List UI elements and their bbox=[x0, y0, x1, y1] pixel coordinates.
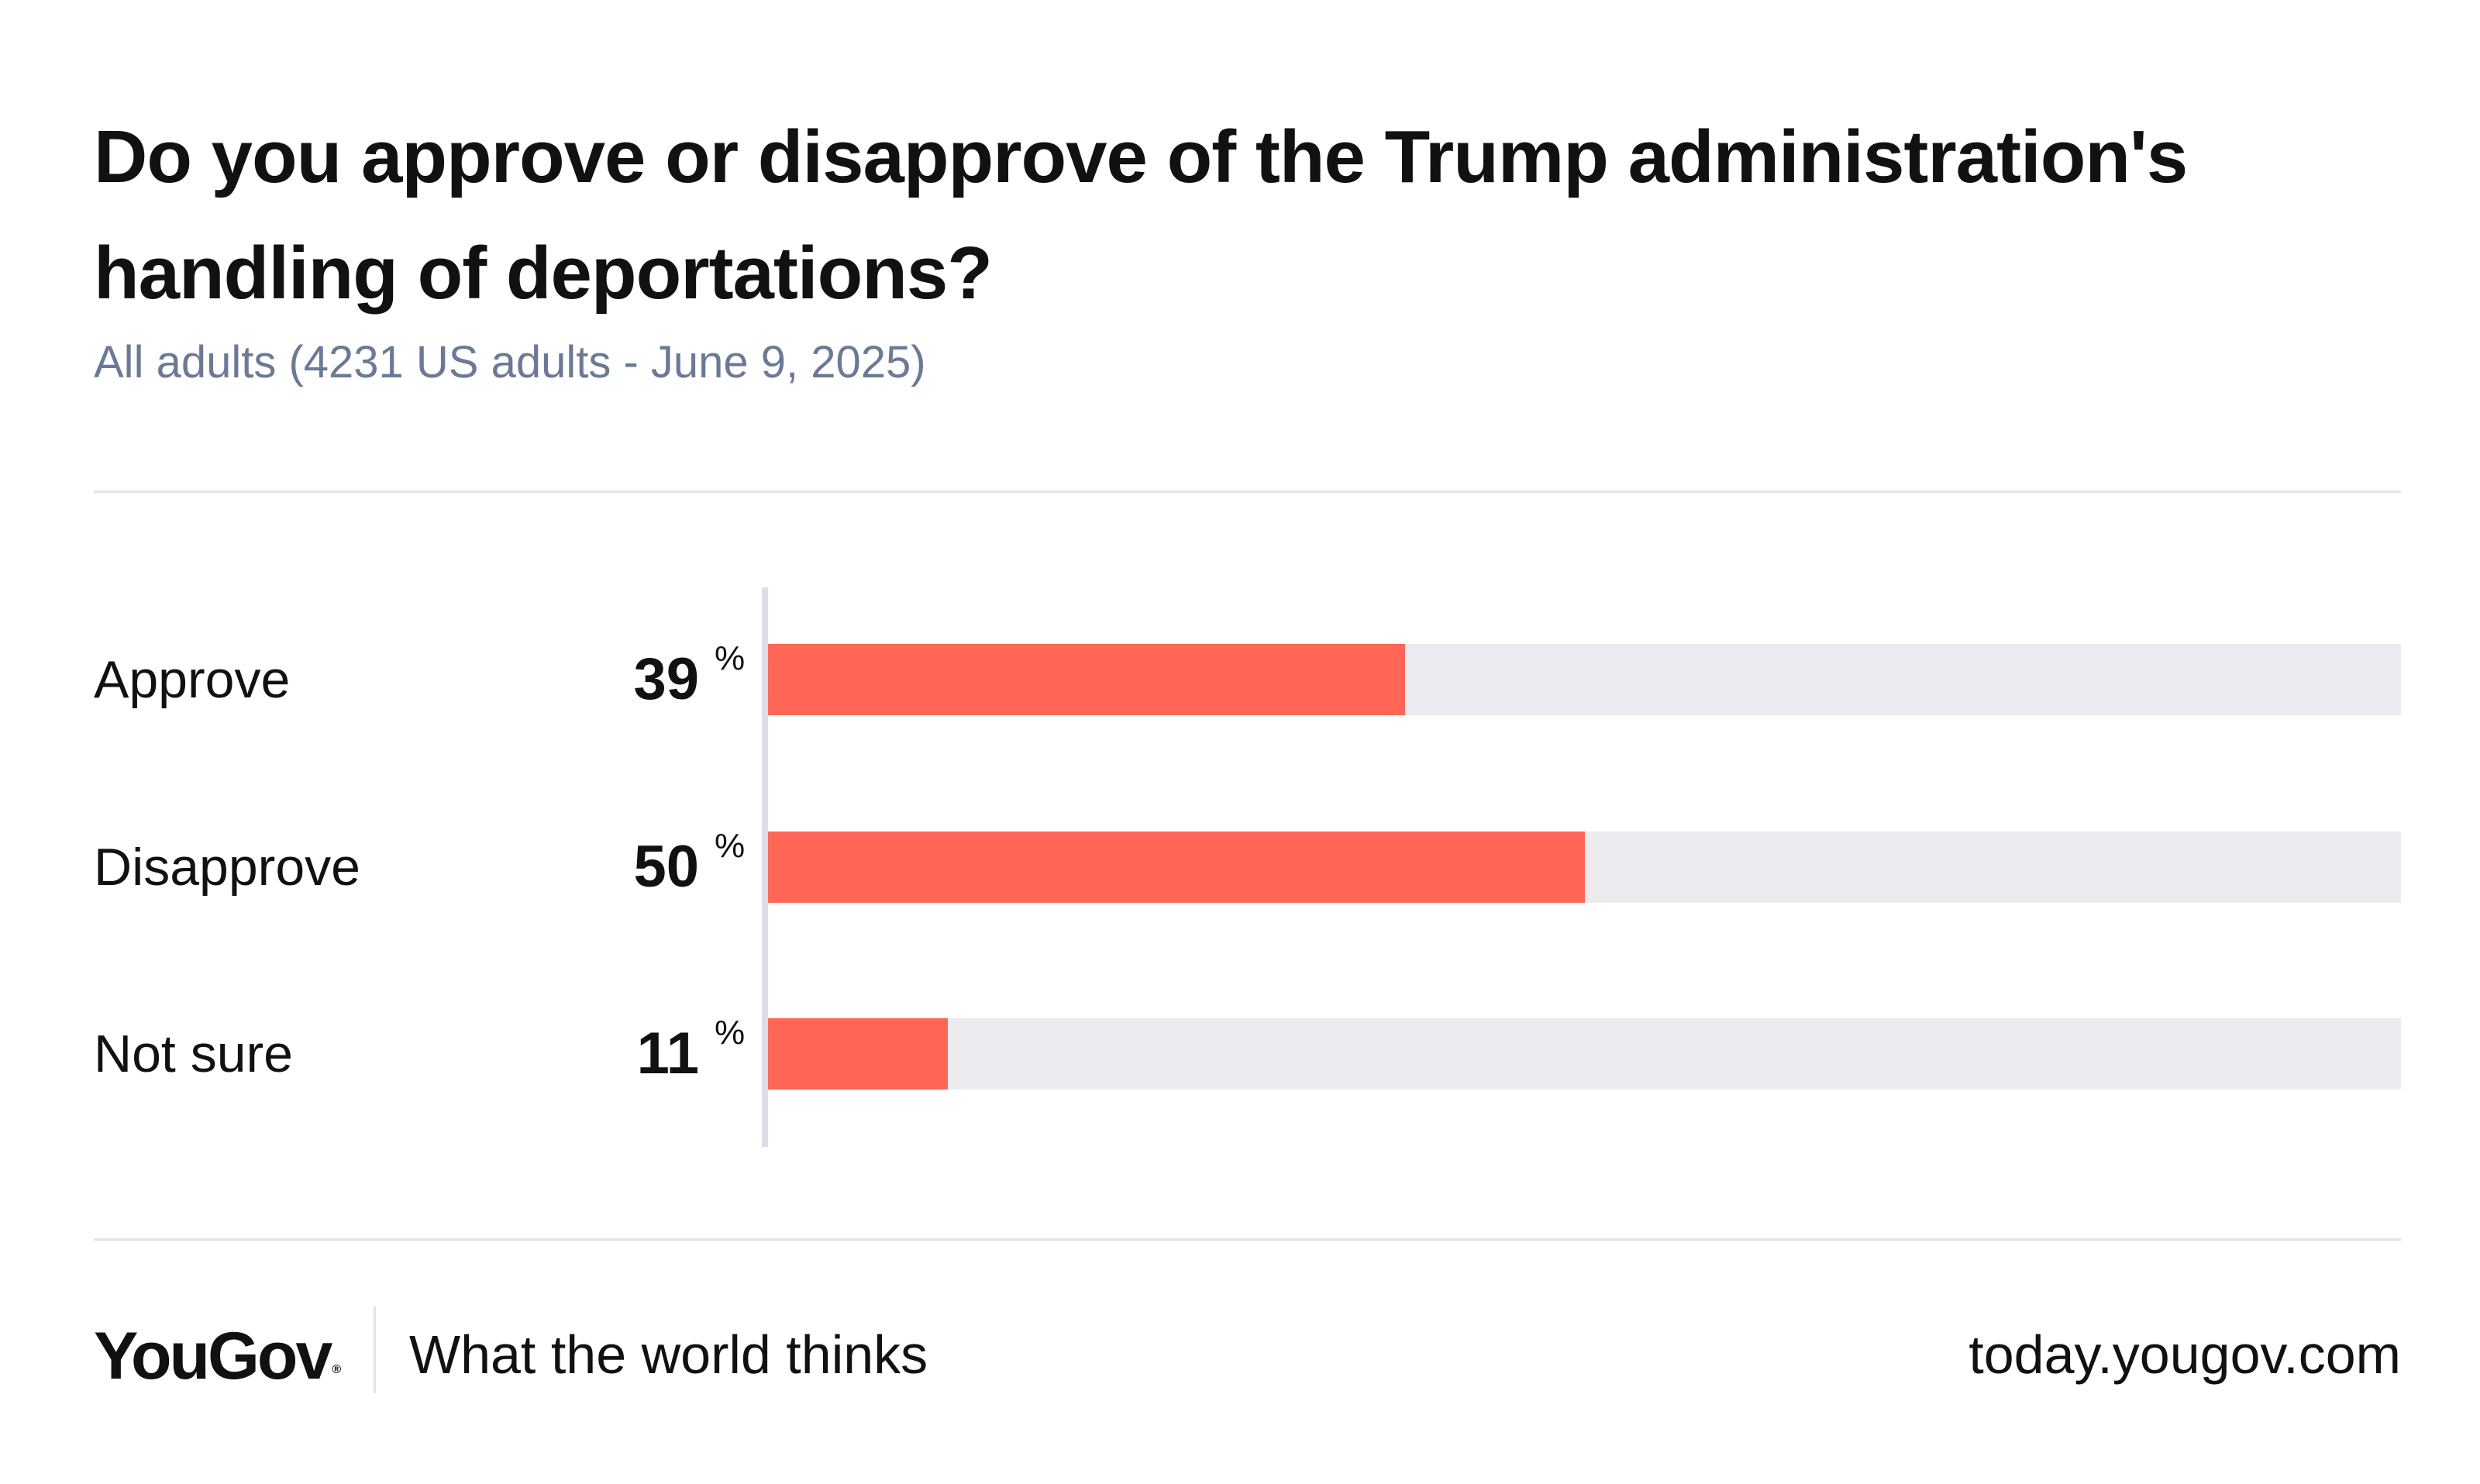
bar-track bbox=[768, 1018, 2401, 1090]
bar-approve bbox=[768, 644, 1405, 715]
axis-line bbox=[762, 587, 768, 1147]
footer-tagline: What the world thinks bbox=[409, 1324, 928, 1385]
chart-subtitle: All adults (4231 US adults - June 9, 202… bbox=[94, 337, 926, 387]
yougov-logo: YouGov ® bbox=[94, 1319, 342, 1393]
registered-mark: ® bbox=[332, 1363, 342, 1376]
bottom-divider bbox=[94, 1238, 2401, 1241]
category-label: Approve bbox=[94, 650, 291, 709]
top-divider bbox=[94, 491, 2401, 493]
footer-divider bbox=[374, 1307, 376, 1393]
bar-not-sure bbox=[768, 1018, 948, 1090]
percent-unit: % bbox=[715, 1014, 746, 1052]
value-label: 39 bbox=[633, 646, 699, 712]
value-label: 50 bbox=[633, 834, 699, 900]
percent-unit: % bbox=[715, 639, 746, 677]
category-label: Not sure bbox=[94, 1024, 293, 1083]
category-label: Disapprove bbox=[94, 838, 360, 897]
value-label: 11 bbox=[636, 1021, 699, 1086]
footer-url: today.yougov.com bbox=[1968, 1324, 2401, 1385]
bar-disapprove bbox=[768, 832, 1585, 903]
percent-unit: % bbox=[715, 827, 746, 865]
chart-title: Do you approve or disapprove of the Trum… bbox=[94, 115, 2188, 315]
